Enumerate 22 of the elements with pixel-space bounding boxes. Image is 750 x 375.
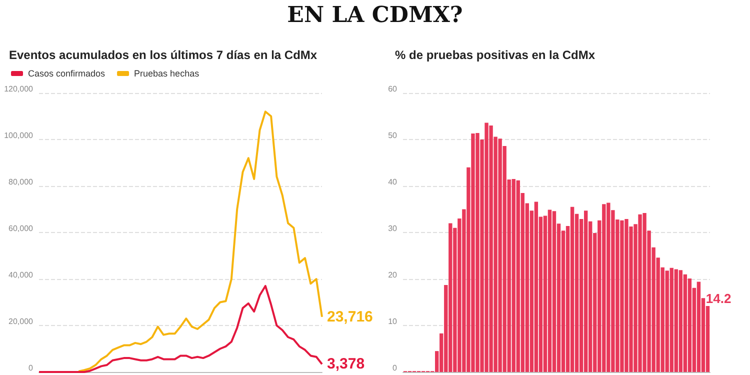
data-label: 3,378 <box>327 356 365 373</box>
data-label: 14.2 <box>706 290 732 306</box>
chart-title: Eventos acumulados en los últimos 7 días en la CdMx <box>9 48 318 62</box>
chart-title: % de pruebas positivas en la CdMx <box>395 48 596 62</box>
text: EN LA CDMX? <box>286 2 464 28</box>
y-tick-label: 20,000 <box>8 317 34 326</box>
y-tick-label: 0 <box>28 364 34 372</box>
y-tick-label: 20 <box>388 270 398 280</box>
y-tick-label: 60,000 <box>8 224 34 233</box>
y-tick-label: 80,000 <box>8 178 34 186</box>
y-tick-label: 10 <box>388 317 398 326</box>
legend-label: Pruebas hechas <box>134 68 200 78</box>
y-tick-label: 0 <box>392 364 398 372</box>
y-tick-label: 50 <box>388 131 398 140</box>
legend-label: Casos confirmados <box>28 68 106 78</box>
y-tick-label: 30 <box>388 224 398 233</box>
y-tick-label: 40 <box>388 178 398 186</box>
y-tick-label: 100,000 <box>4 131 34 140</box>
y-tick-label: 60 <box>388 84 398 94</box>
y-tick-label: 120,000 <box>4 84 34 94</box>
y-tick-label: 40,000 <box>8 270 34 280</box>
data-label: 23,716 <box>327 308 373 326</box>
